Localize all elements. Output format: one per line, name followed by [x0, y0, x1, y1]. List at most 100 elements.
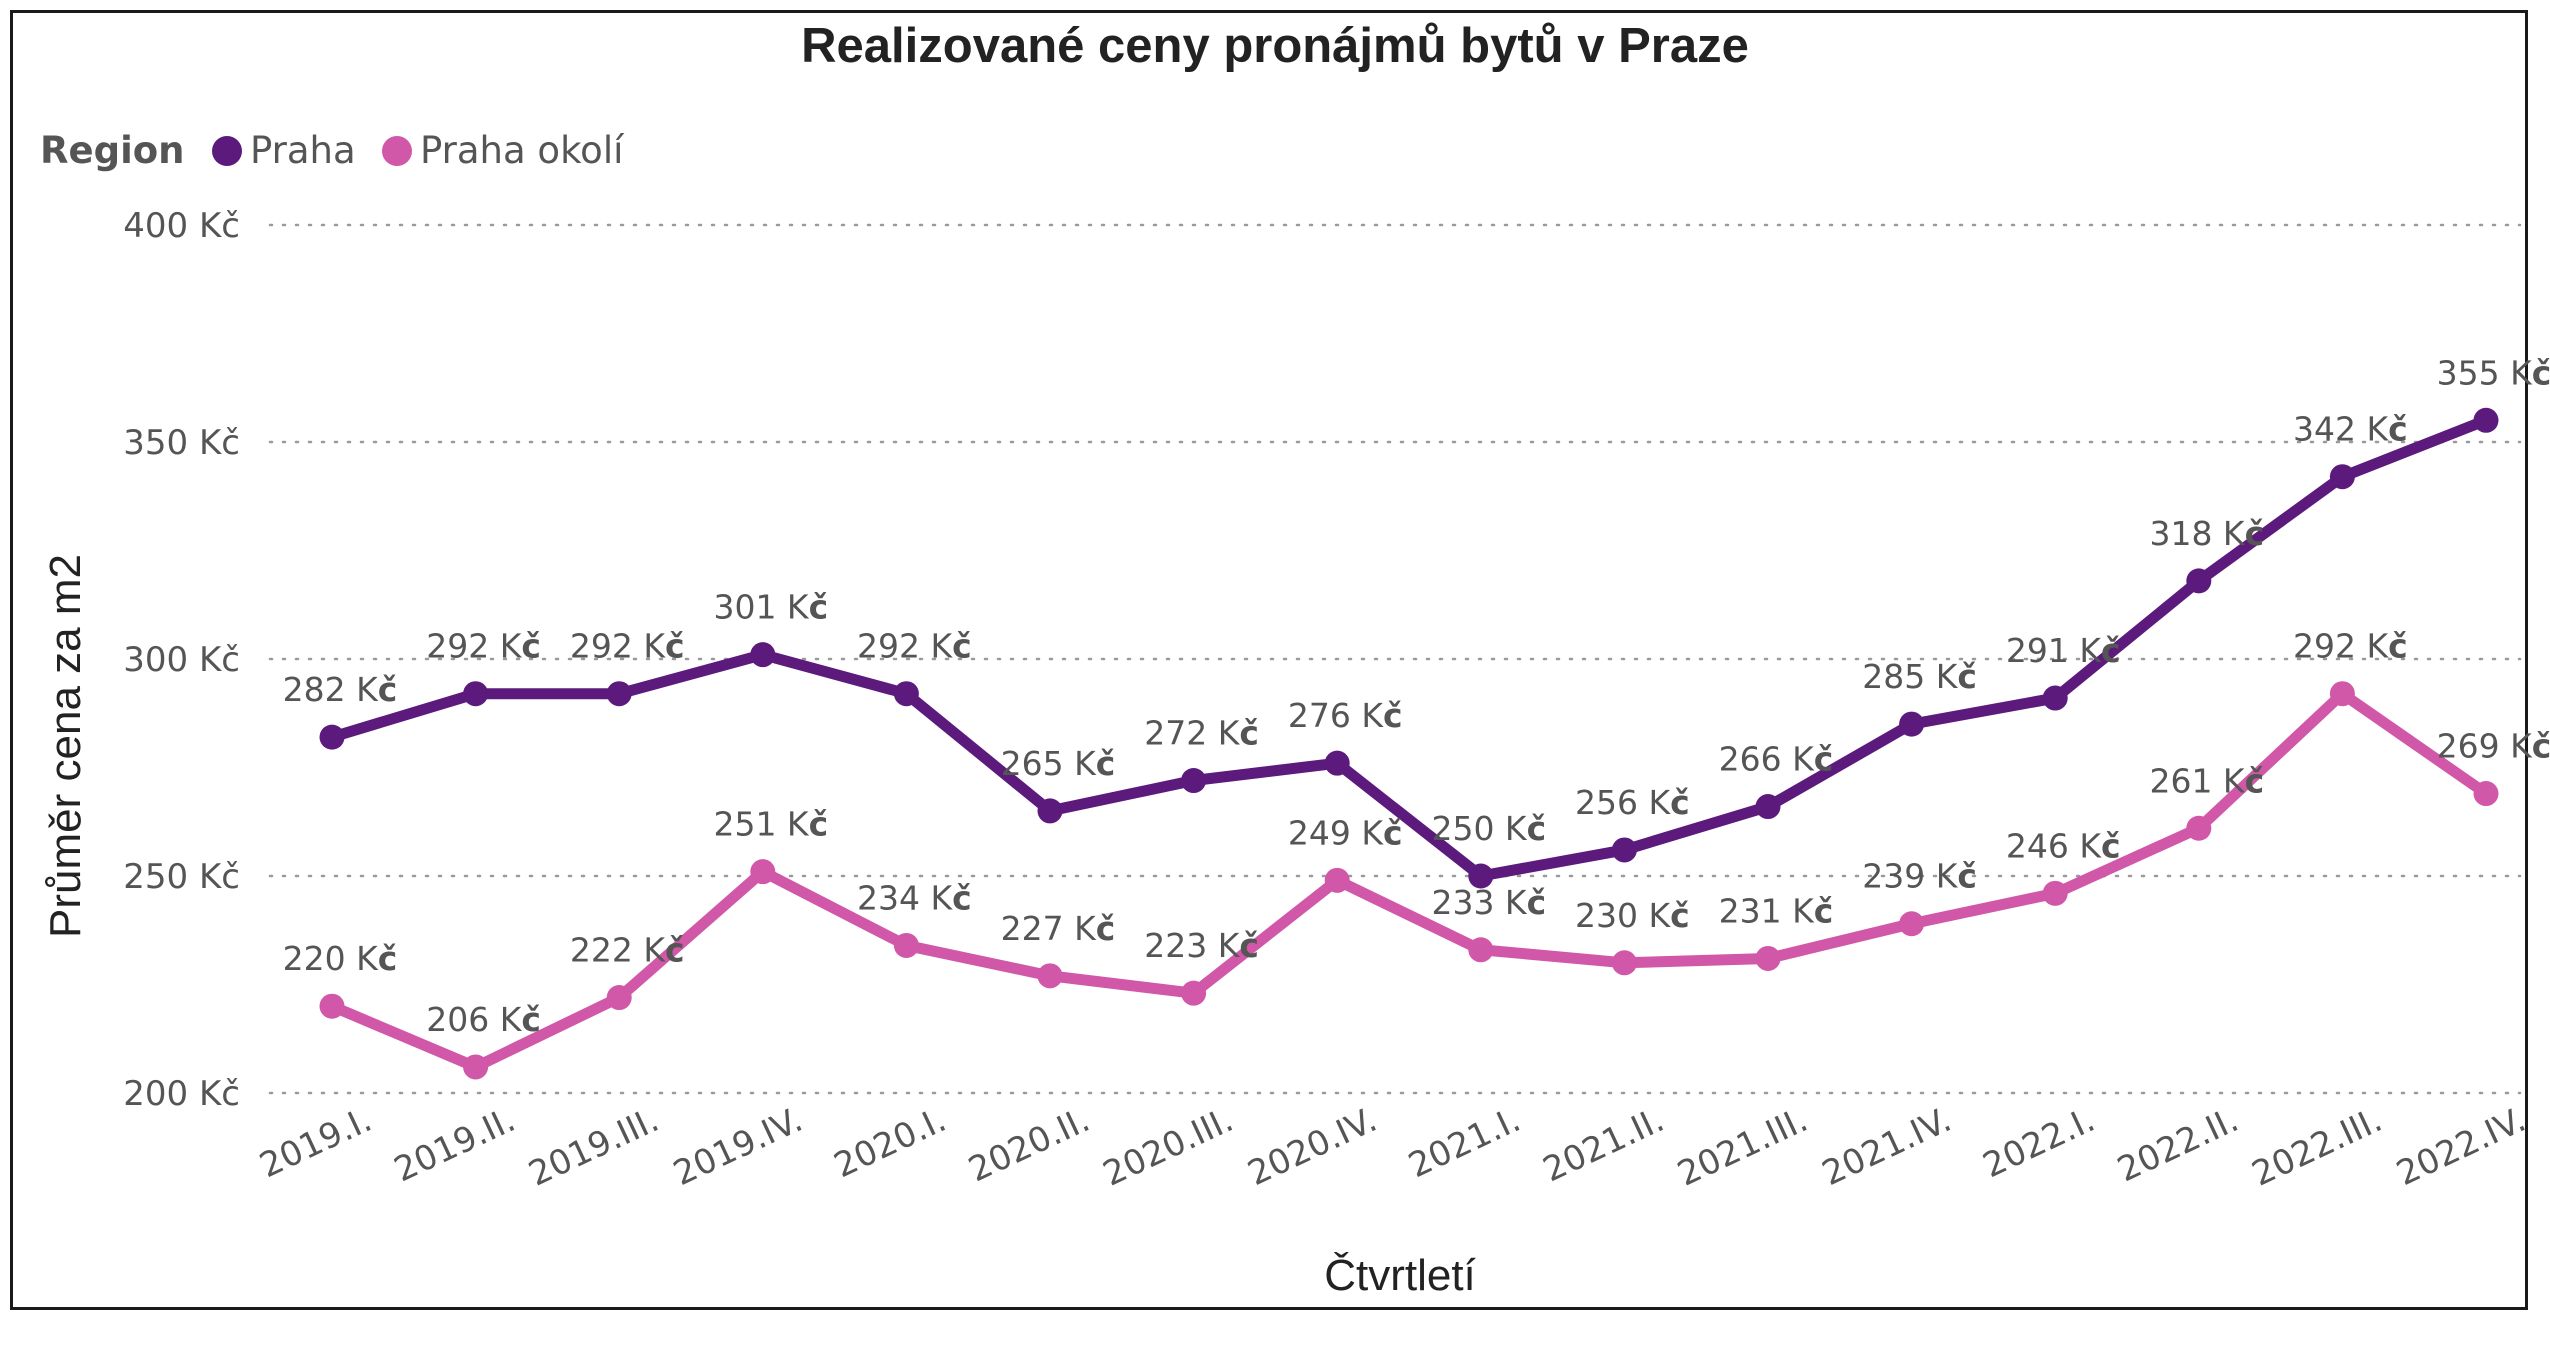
data-point-praha-okoli [2473, 781, 2499, 807]
data-point-praha [1755, 794, 1781, 820]
y-tick-label: 300 Kč [123, 640, 240, 680]
data-point-praha-okoli [2186, 815, 2212, 841]
data-label-praha-okoli: 246 Kč [2006, 826, 2121, 865]
data-point-praha-okoli [1324, 867, 1350, 893]
data-point-praha-okoli [2042, 880, 2068, 906]
x-tick-label: 2020.II. [963, 1100, 1096, 1190]
data-label-praha-okoli: 234 Kč [857, 878, 972, 917]
data-label-praha: 282 Kč [283, 670, 398, 709]
x-tick-label: 2022.I. [1977, 1100, 2101, 1186]
data-point-praha [463, 681, 489, 707]
data-labels: 282 Kč 292 Kč 292 Kč 301 Kč 292 Kč 265 Kč 272 … [283, 353, 2550, 1039]
data-point-praha-okoli [606, 985, 632, 1011]
data-point-praha-okoli [319, 993, 345, 1019]
data-point-praha-okoli [1181, 980, 1207, 1006]
x-tick-label: 2019.III. [523, 1100, 665, 1195]
legend: Region Praha Praha okolí [40, 129, 625, 172]
data-point-praha-okoli [750, 859, 776, 885]
legend-marker-praha-okoli [382, 136, 412, 166]
x-tick-label: 2021.I. [1403, 1100, 1527, 1186]
y-tick-label: 400 Kč [123, 206, 240, 246]
data-label-praha-okoli: 233 Kč [1431, 883, 1546, 922]
data-label-praha: 342 Kč [2293, 410, 2408, 449]
legend-title: Region [40, 129, 185, 172]
data-point-praha [1468, 863, 1494, 889]
data-label-praha: 291 Kč [2006, 631, 2121, 670]
data-label-praha-okoli: 231 Kč [1719, 891, 1834, 930]
data-label-praha: 250 Kč [1431, 809, 1546, 848]
x-tick-label: 2020.III. [1097, 1100, 1239, 1195]
x-tick-label: 2021.III. [1672, 1100, 1814, 1195]
data-label-praha-okoli: 251 Kč [713, 805, 828, 844]
data-point-praha [1037, 798, 1063, 824]
data-label-praha-okoli: 269 Kč [2437, 727, 2550, 766]
data-point-praha-okoli [1611, 950, 1637, 976]
series-line-praha-okoli [326, 688, 2492, 1073]
chart-title: Realizované ceny pronájmů bytů v Praze [801, 19, 1749, 73]
y-axis-ticks: 200 Kč 250 Kč 300 Kč 350 Kč 400 Kč [123, 206, 240, 1114]
data-point-praha-okoli [2329, 681, 2355, 707]
data-point-praha [1324, 750, 1350, 776]
data-point-praha-okoli [1899, 911, 1925, 937]
data-label-praha: 292 Kč [426, 627, 541, 666]
data-label-praha: 355 Kč [2437, 353, 2550, 392]
data-point-praha [2473, 407, 2499, 433]
y-axis-title: Průměr cena za m2 [41, 554, 90, 938]
data-label-praha: 292 Kč [570, 627, 685, 666]
data-point-praha [893, 681, 919, 707]
data-point-praha-okoli [1468, 937, 1494, 963]
data-point-praha [2329, 464, 2355, 490]
data-label-praha: 276 Kč [1288, 696, 1403, 735]
gridlines [268, 223, 2522, 1095]
data-label-praha-okoli: 227 Kč [1001, 909, 1116, 948]
data-label-praha-okoli: 249 Kč [1288, 813, 1403, 852]
data-label-praha: 272 Kč [1144, 714, 1259, 753]
data-label-praha-okoli: 292 Kč [2293, 627, 2408, 666]
y-tick-label: 350 Kč [123, 423, 240, 463]
x-tick-label: 2020.I. [828, 1100, 952, 1186]
legend-label-praha-okoli: Praha okolí [420, 129, 625, 172]
x-tick-label: 2022.II. [2112, 1100, 2245, 1190]
data-point-praha [606, 681, 632, 707]
x-tick-label: 2020.IV. [1242, 1100, 1383, 1194]
data-label-praha-okoli: 230 Kč [1575, 896, 1690, 935]
x-axis-ticks: 2019.I. 2019.II. 2019.III. 2019.IV. 2020.I. 2… [254, 1100, 2532, 1195]
data-label-praha: 265 Kč [1001, 744, 1116, 783]
data-label-praha: 301 Kč [713, 588, 828, 627]
series-line-praha [326, 414, 2492, 882]
y-tick-label: 200 Kč [123, 1074, 240, 1114]
data-label-praha: 285 Kč [1862, 657, 1977, 696]
data-point-praha [1181, 768, 1207, 794]
x-axis-title: Čtvrtletí [1324, 1250, 1476, 1300]
data-label-praha: 292 Kč [857, 627, 972, 666]
legend-marker-praha [212, 136, 242, 166]
data-label-praha: 256 Kč [1575, 783, 1690, 822]
data-point-praha [1899, 711, 1925, 737]
legend-label-praha: Praha [250, 129, 356, 172]
x-tick-label: 2019.I. [254, 1100, 378, 1186]
y-tick-label: 250 Kč [123, 857, 240, 897]
data-point-praha [319, 724, 345, 750]
data-label-praha-okoli: 222 Kč [570, 931, 685, 970]
data-point-praha-okoli [1755, 945, 1781, 971]
data-label-praha-okoli: 239 Kč [1862, 857, 1977, 896]
x-tick-label: 2021.IV. [1816, 1100, 1957, 1194]
data-label-praha-okoli: 206 Kč [426, 1000, 541, 1039]
x-tick-label: 2021.II. [1537, 1100, 1670, 1190]
data-point-praha [2186, 568, 2212, 594]
data-label-praha-okoli: 261 Kč [2149, 761, 2264, 800]
data-point-praha [750, 642, 776, 668]
data-point-praha-okoli [463, 1054, 489, 1080]
data-label-praha: 266 Kč [1719, 740, 1834, 779]
x-tick-label: 2022.III. [2246, 1100, 2388, 1195]
x-tick-label: 2019.IV. [667, 1100, 808, 1194]
x-tick-label: 2022.IV. [2391, 1100, 2532, 1194]
data-label-praha-okoli: 220 Kč [283, 939, 398, 978]
series-layer [319, 407, 2499, 1080]
data-point-praha [1611, 837, 1637, 863]
data-label-praha: 318 Kč [2149, 514, 2264, 553]
data-label-praha-okoli: 223 Kč [1144, 926, 1259, 965]
data-point-praha [2042, 685, 2068, 711]
x-tick-label: 2019.II. [388, 1100, 521, 1190]
